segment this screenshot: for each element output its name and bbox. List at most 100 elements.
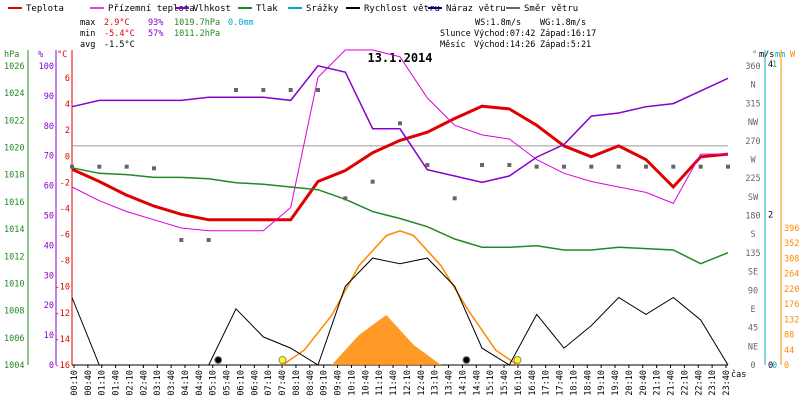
right-axis-ticks: 360 N 315 NW 270 W 225 SW 180 S 135 SE 90 E 45 NE 0 4 2 0 1 0… (745, 60, 799, 371)
solar-tick: 352 (784, 239, 799, 249)
rain-tick: 0 (772, 361, 777, 371)
left-axis-ticks: 1026102410221020101810161014101210101008… (4, 62, 70, 371)
solar-tick: 0 (784, 361, 789, 371)
direction-point (562, 164, 566, 169)
series-vlhkost (71, 64, 729, 184)
x-tick-label: 04:40 (195, 370, 205, 396)
info-moon-label: Měsíc (440, 40, 466, 50)
direction-point (425, 163, 430, 167)
pressure-tick: 1008 (4, 307, 24, 317)
moonrise-marker (462, 356, 471, 364)
axis-unit-direction: ° (752, 50, 757, 60)
direction-tick: 90 (748, 286, 758, 296)
direction-point (234, 88, 238, 92)
pressure-tick: 1004 (4, 361, 24, 371)
direction-point (152, 166, 156, 171)
x-tick-label: 13:40 (445, 370, 455, 396)
x-tick-label: 23:10 (708, 370, 718, 396)
direction-point (616, 164, 621, 169)
info-moonrise: Východ:14:26 (474, 40, 535, 50)
x-tick-label: 14:40 (472, 370, 482, 396)
x-tick-label: 07:40 (278, 370, 288, 396)
direction-point (343, 196, 348, 201)
temp-tick: 2 (65, 126, 70, 136)
stats-min-temp: -5.4°C (104, 29, 135, 39)
temp-tick: -4 (60, 204, 70, 214)
solar-tick: 44 (784, 346, 794, 356)
info-wg: WG:1.8m/s (540, 18, 586, 28)
stats-max-label: max (80, 18, 95, 28)
x-tick-label: 17:10 (542, 370, 552, 396)
info-sun-label: Slunce (440, 29, 471, 39)
x-tick-label: 08:10 (292, 370, 302, 396)
series-teplota (71, 104, 729, 222)
direction-point (370, 179, 375, 184)
direction-point (261, 88, 266, 92)
stats-avg-label: avg (80, 40, 95, 50)
temp-tick: -6 (60, 231, 70, 241)
x-tick-label: 01:10 (98, 370, 108, 396)
pressure-tick: 1026 (4, 62, 24, 72)
solar-tick: 176 (784, 300, 799, 310)
series-lines (71, 49, 729, 366)
series-rychlost-větru (71, 257, 729, 366)
x-tick-label: 08:40 (306, 370, 316, 396)
solar-tick: 220 (784, 285, 799, 295)
direction-tick: NE (748, 342, 758, 352)
direction-tick: NW (748, 118, 759, 128)
x-tick-label: 04:10 (181, 370, 191, 396)
axis-unit-temp: °C (57, 50, 67, 60)
wind-tick: 2 (768, 211, 773, 221)
info-moonset: Západ:5:21 (540, 40, 591, 50)
x-tick-label: 10:40 (361, 370, 371, 396)
pressure-tick: 1016 (4, 198, 24, 208)
x-tick-label: 19:40 (611, 370, 621, 396)
axis-unit-solar: W (790, 50, 796, 60)
direction-point (726, 164, 730, 169)
legend-naraz-vetru: Náraz větru (446, 4, 506, 14)
direction-point (698, 164, 703, 169)
series-solar (282, 230, 518, 366)
rain-tick: 1 (772, 60, 777, 70)
direction-tick: 225 (745, 174, 760, 184)
x-tick-label: 15:10 (486, 370, 496, 396)
legend-tlak: Tlak (256, 4, 278, 14)
humidity-tick: 90 (44, 92, 54, 102)
x-tick-label: 15:40 (500, 370, 510, 396)
solar-tick: 264 (784, 270, 799, 280)
temp-tick: 4 (65, 100, 70, 110)
x-tick-label: 19:10 (597, 370, 607, 396)
direction-point (589, 164, 594, 169)
temp-tick: -2 (60, 178, 70, 188)
stats-max-temp: 2.9°C (104, 18, 130, 28)
legend-smer-vetru: Směr větru (524, 4, 578, 14)
humidity-tick: 30 (44, 271, 54, 281)
x-tick-label: 14:10 (458, 370, 468, 396)
direction-points (70, 88, 730, 364)
humidity-tick: 50 (44, 212, 54, 222)
info-ws: WS:1.8m/s (475, 18, 521, 28)
x-tick-label: 00:10 (70, 370, 80, 396)
series-tlak (71, 167, 729, 265)
x-tick-label: 06:10 (236, 370, 246, 396)
stats-min-label: min (80, 29, 95, 39)
x-axis-ticks: 00:10 00:40 01:10 01:40 02:10 02:40 03:10 03:40… (70, 365, 732, 396)
direction-tick: 135 (745, 249, 760, 259)
direction-tick: 315 (745, 99, 760, 109)
x-tick-label: 06:40 (250, 370, 260, 396)
temp-tick: 0 (65, 152, 70, 162)
temp-tick: 6 (65, 74, 70, 84)
x-tick-label: 13:10 (431, 370, 441, 396)
axis-unit-rain: mm (775, 50, 785, 60)
direction-tick: E (750, 305, 755, 315)
x-tick-label: 09:40 (334, 370, 344, 396)
x-tick-label: 02:40 (139, 370, 149, 396)
direction-point (288, 88, 293, 92)
legend-prizemni-teplota: Přízemní teplota (108, 4, 195, 14)
series-přízemní-teplota (71, 49, 728, 232)
pressure-tick: 1012 (4, 252, 24, 262)
x-tick-label: 22:10 (680, 370, 690, 396)
direction-tick: N (750, 81, 755, 91)
x-tick-label: 20:40 (639, 370, 649, 396)
